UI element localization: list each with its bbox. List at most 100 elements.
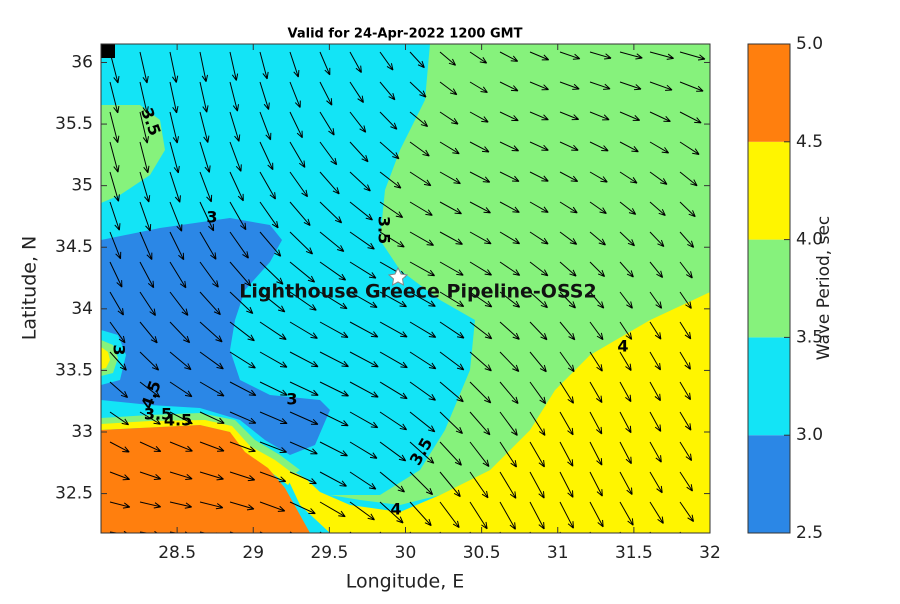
wind-arrow bbox=[649, 201, 666, 217]
wind-arrows bbox=[109, 51, 706, 533]
wind-arrow bbox=[559, 501, 574, 529]
wind-arrow bbox=[559, 411, 574, 436]
wind-arrow bbox=[589, 501, 604, 528]
wind-arrow bbox=[319, 261, 347, 281]
wind-arrow bbox=[139, 351, 160, 371]
wind-arrow bbox=[289, 351, 319, 368]
contour-label: 4 bbox=[617, 337, 628, 356]
wind-arrow bbox=[169, 351, 192, 371]
wind-arrow bbox=[379, 51, 394, 71]
wind-arrow bbox=[529, 231, 549, 245]
wind-arrow bbox=[169, 111, 179, 144]
wind-arrow bbox=[589, 201, 607, 215]
wind-arrow bbox=[619, 171, 638, 184]
wind-arrow bbox=[619, 231, 635, 247]
wind-arrow bbox=[589, 441, 603, 466]
wind-arrow bbox=[619, 261, 634, 278]
wind-arrow bbox=[259, 51, 269, 80]
wind-arrow bbox=[589, 351, 603, 372]
wind-arrow bbox=[409, 171, 432, 187]
wind-arrow bbox=[559, 261, 577, 277]
wind-arrow bbox=[169, 141, 180, 174]
wind-arrow bbox=[559, 171, 579, 182]
wind-arrow bbox=[229, 381, 257, 396]
region bbox=[101, 347, 110, 369]
wind-arrow bbox=[229, 201, 247, 231]
wind-arrow bbox=[529, 321, 548, 341]
wind-arrow bbox=[169, 291, 189, 316]
wind-arrow bbox=[199, 51, 208, 82]
wind-arrow bbox=[439, 501, 460, 529]
y-tick-label: 35 bbox=[71, 176, 93, 196]
wind-arrow bbox=[619, 291, 633, 309]
wind-arrow bbox=[109, 471, 130, 481]
wind-arrow bbox=[109, 411, 130, 426]
wind-arrow bbox=[259, 501, 286, 512]
site-marker bbox=[387, 266, 409, 286]
wind-arrow bbox=[499, 351, 520, 372]
wind-arrow bbox=[439, 51, 457, 66]
wind-arrow bbox=[499, 231, 521, 245]
wind-arrow bbox=[619, 501, 634, 526]
wind-arrow bbox=[409, 501, 432, 527]
wind-arrow bbox=[349, 141, 369, 163]
contour-label: 4.5 bbox=[164, 411, 192, 430]
x-tick-label: 32 bbox=[699, 543, 721, 563]
wind-arrow bbox=[349, 501, 375, 521]
wind-arrow bbox=[559, 381, 574, 404]
wind-arrow bbox=[649, 351, 661, 371]
wind-arrow bbox=[589, 531, 592, 533]
region bbox=[101, 105, 165, 203]
wind-arrow bbox=[529, 111, 549, 121]
wind-arrow bbox=[229, 51, 239, 81]
wind-arrow bbox=[469, 51, 488, 64]
wind-arrow bbox=[379, 81, 396, 101]
wind-arrow bbox=[349, 441, 378, 459]
wind-arrow bbox=[559, 201, 578, 214]
wind-arrow bbox=[529, 351, 547, 373]
wind-arrow bbox=[289, 201, 311, 227]
wind-arrow bbox=[199, 321, 223, 343]
wind-arrow bbox=[679, 291, 692, 309]
wind-arrow bbox=[499, 381, 519, 405]
wind-arrow bbox=[529, 471, 545, 499]
wind-arrow bbox=[229, 171, 244, 202]
wind-arrow bbox=[499, 411, 518, 436]
wind-arrow bbox=[379, 441, 407, 462]
wind-arrow bbox=[559, 471, 574, 498]
wind-arrow bbox=[349, 201, 373, 221]
wind-arrow bbox=[169, 81, 179, 114]
wind-arrow bbox=[649, 441, 662, 463]
wind-arrow bbox=[409, 51, 425, 69]
wind-arrow bbox=[679, 501, 695, 523]
wind-arrow bbox=[199, 201, 215, 232]
wind-arrow bbox=[319, 111, 335, 136]
wind-arrow bbox=[319, 51, 331, 76]
wind-arrow bbox=[649, 381, 661, 402]
wind-arrow bbox=[139, 291, 156, 316]
wind-arrow bbox=[229, 441, 256, 453]
wind-arrow bbox=[529, 141, 549, 151]
wind-arrow bbox=[649, 81, 673, 91]
wind-arrow bbox=[529, 411, 546, 436]
wind-arrow bbox=[439, 111, 459, 125]
wind-arrow bbox=[349, 171, 371, 192]
wind-arrow bbox=[649, 471, 663, 494]
wind-arrow bbox=[679, 231, 695, 248]
wind-arrow bbox=[589, 411, 603, 435]
wind-arrow bbox=[409, 321, 437, 338]
wind-arrow bbox=[289, 171, 309, 198]
wind-arrow bbox=[649, 141, 670, 154]
wind-arrow bbox=[679, 351, 691, 370]
x-tick-label: 31 bbox=[547, 543, 569, 563]
region bbox=[101, 420, 295, 485]
wind-arrow bbox=[199, 471, 224, 481]
wind-arrow bbox=[619, 381, 632, 403]
wind-arrow bbox=[469, 231, 492, 245]
wind-arrow bbox=[199, 291, 221, 316]
wind-arrow bbox=[259, 321, 287, 341]
wind-arrow bbox=[139, 81, 149, 114]
wind-arrow bbox=[499, 171, 520, 182]
wind-arrow bbox=[289, 141, 306, 168]
